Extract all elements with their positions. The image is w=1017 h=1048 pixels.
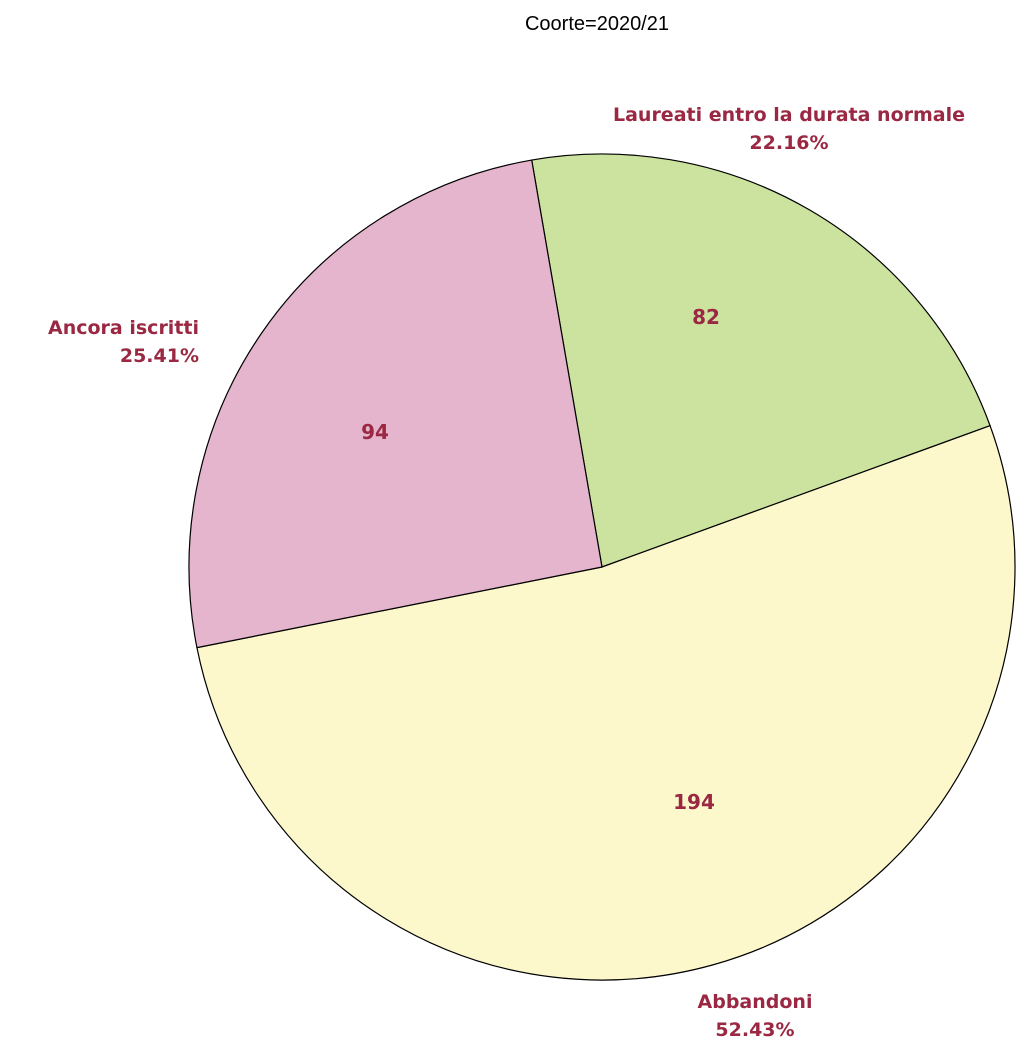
slice-percent-abbandoni: 52.43% [715, 1019, 794, 1041]
slice-value-laureati: 82 [692, 305, 720, 329]
chart-title: Coorte=2020/21 [525, 13, 669, 35]
slice-value-ancora-iscritti: 94 [361, 420, 389, 444]
slice-label-laureati: Laureati entro la durata normale [613, 104, 965, 126]
slice-ancora-iscritti [188, 159, 603, 649]
slice-label-abbandoni: Abbandoni [698, 991, 813, 1013]
slice-percent-ancora-iscritti: 25.41% [120, 345, 199, 367]
slice-laureati [531, 153, 991, 568]
slice-label-ancora-iscritti: Ancora iscritti [48, 317, 199, 339]
slice-percent-laureati: 22.16% [749, 132, 828, 154]
slice-value-abbandoni: 194 [673, 790, 715, 814]
pie-slices [188, 153, 1016, 981]
slice-abbandoni [196, 424, 1016, 981]
